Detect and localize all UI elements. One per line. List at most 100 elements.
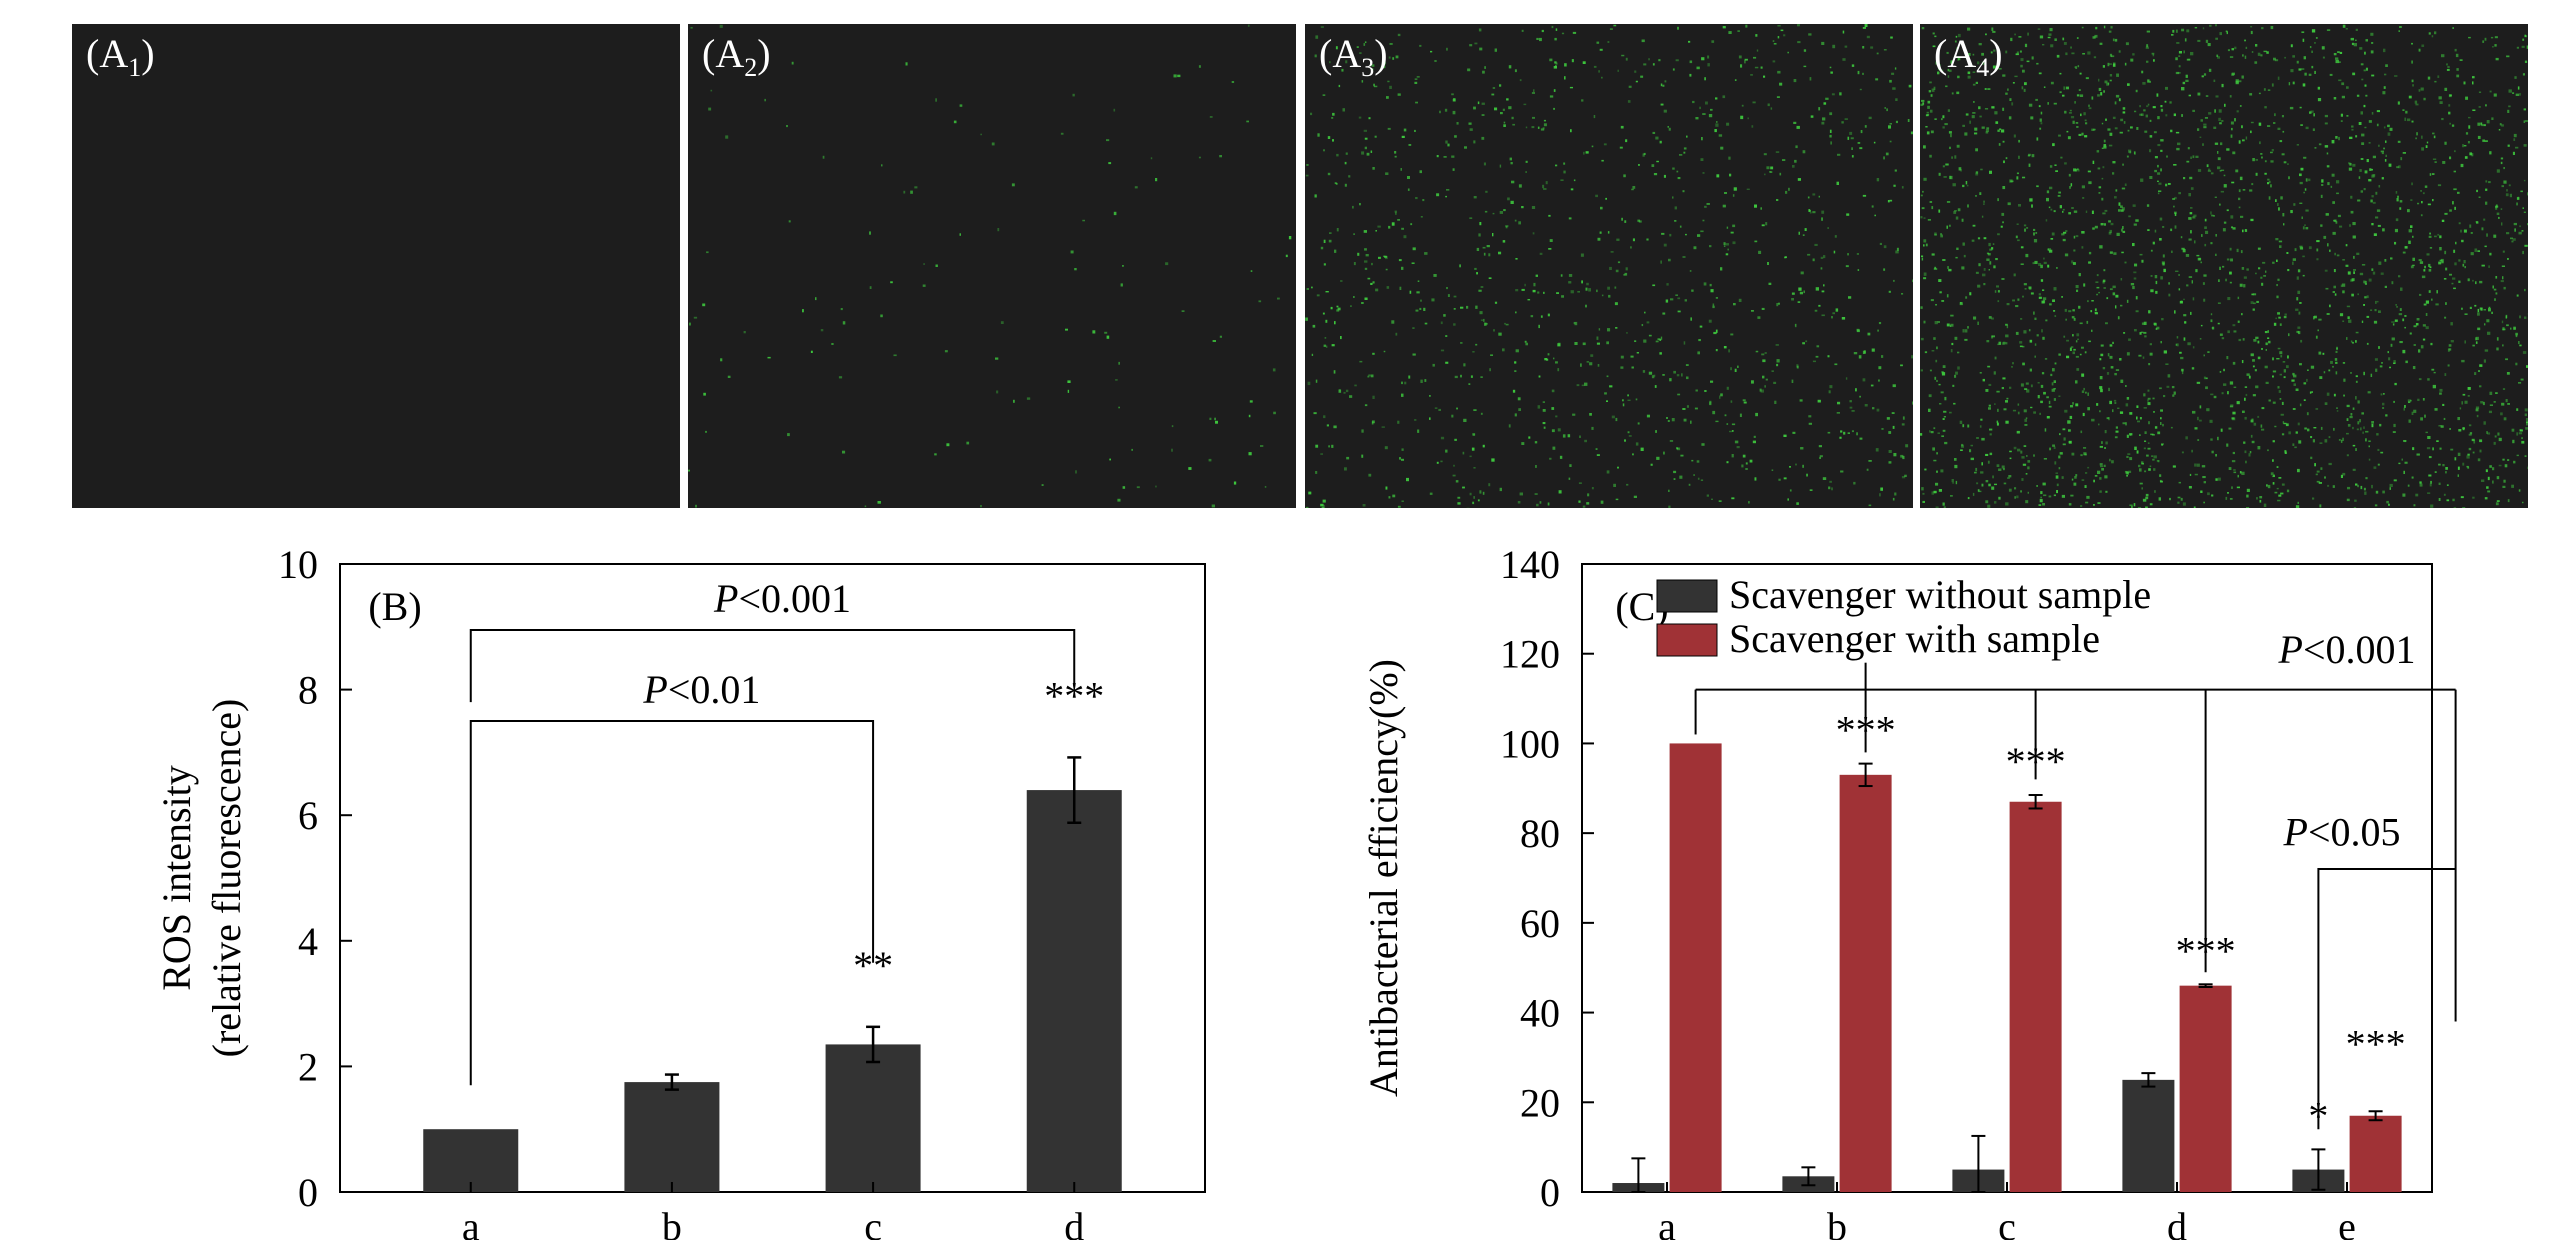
fluorescence-dot xyxy=(2468,447,2472,451)
fluorescence-dot xyxy=(1954,210,1957,212)
fluorescence-dot xyxy=(2277,76,2280,80)
fluorescence-dot xyxy=(2434,471,2437,473)
fluorescence-dot xyxy=(1704,205,1707,208)
fluorescence-dot xyxy=(2125,403,2129,407)
fluorescence-dot xyxy=(2475,341,2478,344)
fluorescence-dot xyxy=(1820,267,1823,270)
fluorescence-dot xyxy=(2093,504,2095,506)
fluorescence-dot xyxy=(2441,54,2445,58)
fluorescence-dot xyxy=(2371,174,2375,178)
fluorescence-dot xyxy=(2527,466,2528,470)
fluorescence-dot xyxy=(2338,61,2341,63)
fluorescence-dot xyxy=(2161,261,2165,265)
fluorescence-dot xyxy=(2352,235,2356,239)
fluorescence-dot xyxy=(1632,238,1635,242)
fluorescence-dot xyxy=(2297,326,2301,329)
fluorescence-dot xyxy=(2180,236,2183,239)
fluorescence-dot xyxy=(2008,488,2012,492)
fluorescence-dot xyxy=(1962,242,1965,246)
fluorescence-dot xyxy=(2122,226,2124,230)
fluorescence-dot xyxy=(1285,254,1288,258)
fluorescence-dot xyxy=(2221,120,2224,122)
fluorescence-dot xyxy=(2113,399,2117,402)
fluorescence-dot xyxy=(1118,406,1120,409)
fluorescence-dot xyxy=(1960,449,1963,451)
fluorescence-dot xyxy=(2352,72,2356,76)
fluorescence-dot xyxy=(1710,108,1713,111)
fluorescence-dot xyxy=(1652,284,1656,287)
fluorescence-dot xyxy=(2325,213,2329,216)
fluorescence-dot xyxy=(1692,100,1695,104)
fluorescence-dot xyxy=(1608,294,1611,298)
fluorescence-dot xyxy=(2507,144,2510,147)
fluorescence-dot xyxy=(2011,366,2013,368)
fluorescence-dot xyxy=(2297,269,2301,273)
fluorescence-dot xyxy=(2522,38,2525,41)
fluorescence-dot xyxy=(786,125,788,128)
fluorescence-dot xyxy=(2468,424,2472,427)
fluorescence-dot xyxy=(2223,368,2225,372)
fluorescence-dot xyxy=(2477,312,2480,316)
fluorescence-dot xyxy=(2444,87,2448,91)
fluorescence-dot xyxy=(1667,126,1669,128)
fluorescence-dot xyxy=(1975,271,1979,274)
fluorescence-dot xyxy=(2068,112,2072,114)
fluorescence-dot xyxy=(914,186,918,189)
fluorescence-dot xyxy=(2511,240,2514,243)
fluorescence-dot xyxy=(2047,264,2050,268)
fluorescence-dot xyxy=(2020,246,2024,249)
fluorescence-dot xyxy=(2450,340,2454,343)
fluorescence-dot xyxy=(1273,411,1276,415)
fluorescence-dot xyxy=(2486,431,2488,434)
fluorescence-dot xyxy=(2463,145,2467,147)
fluorescence-dot xyxy=(1364,137,1368,140)
fluorescence-dot xyxy=(2194,27,2198,29)
fluorescence-dot xyxy=(2126,397,2130,400)
fluorescence-dot xyxy=(2267,125,2271,127)
fluorescence-dot xyxy=(2102,367,2106,370)
fluorescence-dot xyxy=(2452,277,2456,280)
fluorescence-dot xyxy=(2327,243,2329,247)
fluorescence-dot xyxy=(2139,434,2141,436)
fluorescence-dot xyxy=(2273,474,2275,477)
fluorescence-dot xyxy=(2230,404,2234,406)
fluorescence-dot xyxy=(2087,170,2091,173)
fluorescence-dot xyxy=(1452,168,1455,171)
fluorescence-dot xyxy=(2340,113,2343,117)
fluorescence-dot xyxy=(2203,481,2206,484)
fluorescence-dot xyxy=(2242,139,2245,142)
fluorescence-dot xyxy=(2039,127,2042,130)
fluorescence-dot xyxy=(2451,124,2455,127)
fluorescence-dot xyxy=(2407,118,2411,122)
fluorescence-dot xyxy=(1845,377,1848,380)
fluorescence-dot xyxy=(2061,296,2063,298)
fluorescence-dot xyxy=(2347,316,2350,319)
fluorescence-dot xyxy=(2126,434,2129,438)
fluorescence-dot xyxy=(1480,376,1483,378)
fluorescence-dot xyxy=(2333,393,2336,397)
fluorescence-dot xyxy=(2519,93,2521,96)
fluorescence-dot xyxy=(1776,363,1779,367)
fluorescence-dot xyxy=(1983,203,1985,205)
fluorescence-dot xyxy=(1472,433,1476,436)
fluorescence-dot xyxy=(1248,414,1251,418)
fluorescence-dot xyxy=(2043,86,2046,88)
fluorescence-dot xyxy=(2229,95,2232,98)
fluorescence-dot xyxy=(1420,299,1422,302)
fluorescence-dot xyxy=(1950,133,1952,138)
fluorescence-dot xyxy=(1502,240,1506,243)
fluorescence-dot xyxy=(2380,272,2384,275)
fluorescence-dot xyxy=(2295,505,2300,508)
fluorescence-dot xyxy=(2189,176,2193,180)
fluorescence-dot xyxy=(1534,441,1538,444)
fluorescence-dot xyxy=(1957,366,1960,370)
fluorescence-dot xyxy=(1923,239,1927,243)
fluorescence-dot xyxy=(1761,307,1765,310)
fluorescence-dot xyxy=(2522,250,2524,255)
fluorescence-dot xyxy=(1651,164,1655,167)
fluorescence-dot xyxy=(1504,322,1506,325)
fluorescence-dot xyxy=(1711,498,1713,500)
fluorescence-dot xyxy=(2241,75,2244,79)
fluorescence-dot xyxy=(2250,301,2254,304)
fluorescence-dot xyxy=(1511,116,1514,120)
